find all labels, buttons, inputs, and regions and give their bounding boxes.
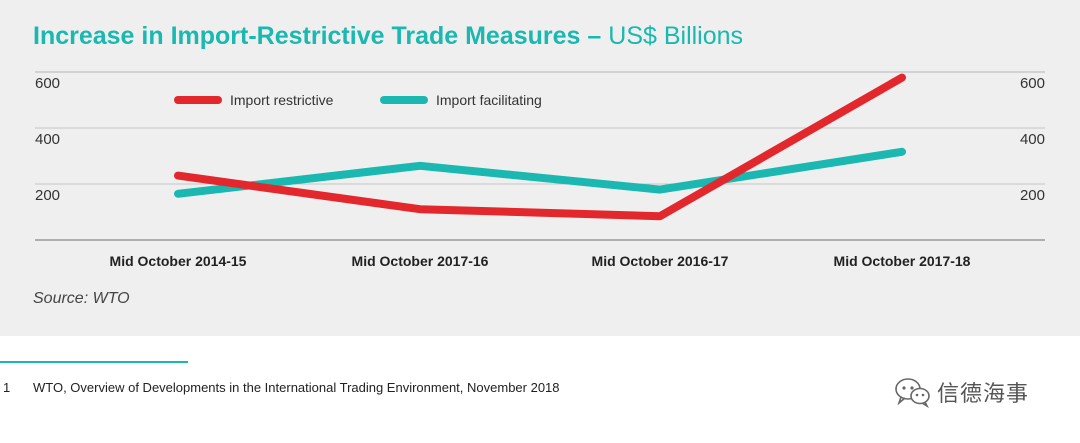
source-note: Source: WTO <box>33 290 130 307</box>
x-tick-label: Mid October 2017-18 <box>834 253 971 269</box>
footnote-rule <box>0 361 188 363</box>
chart-title: Increase in Import-Restrictive Trade Mea… <box>33 22 743 51</box>
legend-label: Import facilitating <box>436 92 542 108</box>
x-tick-label: Mid October 2016-17 <box>592 253 729 269</box>
series-line-import-facilitating <box>174 147 906 198</box>
title-unit: US$ Billions <box>608 22 744 50</box>
x-axis-ticks: Mid October 2014-15 Mid October 2017-16 Mi… <box>110 253 971 269</box>
y-tick-label-left: 600 <box>35 75 60 92</box>
footnote-text: WTO, Overview of Developments in the Int… <box>33 380 560 395</box>
watermark-text: 信德海事 <box>937 381 1030 406</box>
y-axis-ticks: 200 200 400 400 600 600 <box>35 75 1045 204</box>
y-tick-label-right: 200 <box>1020 187 1045 204</box>
watermark: 信德海事 <box>893 376 1029 408</box>
x-tick-label: Mid October 2017-16 <box>352 253 489 269</box>
legend: Import restrictive Import facilitating <box>174 92 542 108</box>
chart-panel <box>0 0 1080 336</box>
footnote-number: 1 <box>3 380 11 395</box>
y-tick-label-right: 400 <box>1020 131 1045 148</box>
wechat-icon <box>895 378 930 408</box>
x-tick-label: Mid October 2014-15 <box>110 253 247 269</box>
legend-label: Import restrictive <box>230 92 334 108</box>
title-bold: Increase in Import-Restrictive Trade Mea… <box>33 22 602 50</box>
y-tick-label-left: 200 <box>35 187 60 204</box>
y-tick-label-right: 600 <box>1020 75 1045 92</box>
gridlines <box>35 71 1045 241</box>
series-lines <box>174 73 906 221</box>
y-tick-label-left: 400 <box>35 131 60 148</box>
series-line-import-restrictive <box>174 73 906 221</box>
